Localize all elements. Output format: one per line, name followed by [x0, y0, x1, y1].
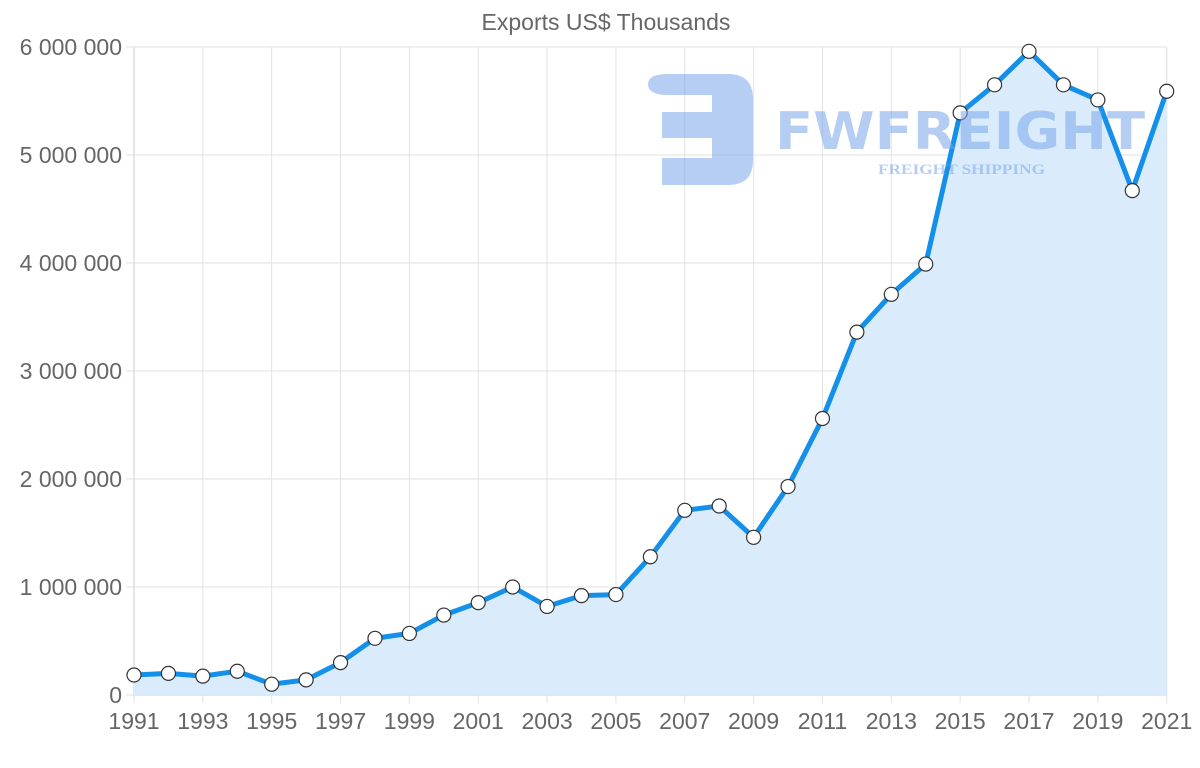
data-point[interactable] [814, 410, 831, 427]
y-tick-label: 5 000 000 [20, 142, 122, 168]
x-tick-label: 2011 [798, 708, 847, 734]
x-tick-label: 2001 [453, 708, 504, 734]
data-point[interactable] [780, 478, 796, 495]
data-point[interactable] [505, 579, 521, 595]
y-tick-label: 2 000 000 [20, 466, 122, 492]
data-point[interactable] [986, 77, 1003, 93]
data-point[interactable] [195, 668, 211, 684]
data-point[interactable] [573, 588, 590, 604]
data-point[interactable] [1021, 43, 1037, 59]
x-tick-label: 1999 [384, 708, 435, 734]
data-point[interactable] [229, 663, 245, 679]
data-point[interactable] [1124, 183, 1140, 199]
y-axis: 0 1 000 000 2 000 000 3 000 000 4 000 000 5 0… [20, 34, 134, 708]
y-tick-label: 6 000 000 [20, 34, 122, 60]
x-tick-label: 2015 [935, 708, 986, 734]
y-tick-label: 0 [109, 682, 122, 708]
data-point[interactable] [160, 665, 177, 682]
data-point[interactable] [539, 598, 555, 615]
data-point[interactable] [367, 630, 383, 646]
y-tick-label: 3 000 000 [20, 358, 122, 384]
x-tick-label: 2019 [1072, 708, 1123, 734]
data-point[interactable] [470, 595, 486, 611]
x-tick-label: 2003 [521, 708, 572, 734]
area-fill [134, 51, 1167, 696]
data-point[interactable] [126, 667, 142, 683]
data-point[interactable] [952, 105, 968, 121]
y-tick-label: 4 000 000 [20, 250, 122, 276]
data-point[interactable] [436, 607, 452, 623]
data-point[interactable] [1055, 77, 1072, 93]
data-point[interactable] [883, 286, 899, 302]
watermark-tagline: FREIGHT SHIPPING [878, 162, 1045, 178]
chart-title: Exports US$ Thousands [482, 9, 731, 35]
data-point[interactable] [918, 256, 934, 272]
data-point[interactable] [264, 676, 280, 692]
x-tick-label: 2021 [1141, 708, 1192, 734]
data-point[interactable] [642, 549, 658, 565]
x-axis: 1991 1993 1995 1997 1999 2001 2003 2005 2007 2009… [108, 695, 1192, 734]
data-point[interactable] [849, 324, 865, 340]
data-point[interactable] [1159, 83, 1175, 99]
y-tick-label: 1 000 000 [20, 574, 122, 600]
x-tick-label: 2005 [590, 708, 641, 734]
x-tick-label: 1997 [315, 708, 366, 734]
data-points [126, 43, 1175, 692]
x-tick-label: 2017 [1003, 708, 1054, 734]
data-point[interactable] [608, 586, 624, 603]
x-tick-label: 2009 [728, 708, 779, 734]
data-point[interactable] [677, 502, 693, 518]
data-point[interactable] [298, 672, 314, 688]
data-point[interactable] [711, 498, 727, 514]
data-point[interactable] [401, 625, 417, 642]
data-point[interactable] [746, 529, 762, 545]
watermark-logo: FWFREIGHT FREIGHT SHIPPING [648, 74, 1146, 185]
x-tick-label: 1995 [246, 708, 297, 734]
x-tick-label: 2013 [866, 708, 917, 734]
data-point[interactable] [1090, 92, 1106, 108]
watermark-brand: FWFREIGHT [775, 102, 1146, 162]
x-tick-label: 1991 [108, 708, 159, 734]
data-point[interactable] [332, 654, 349, 671]
logo-mark-icon [648, 74, 753, 185]
x-tick-label: 2007 [659, 708, 710, 734]
x-tick-label: 1993 [177, 708, 228, 734]
